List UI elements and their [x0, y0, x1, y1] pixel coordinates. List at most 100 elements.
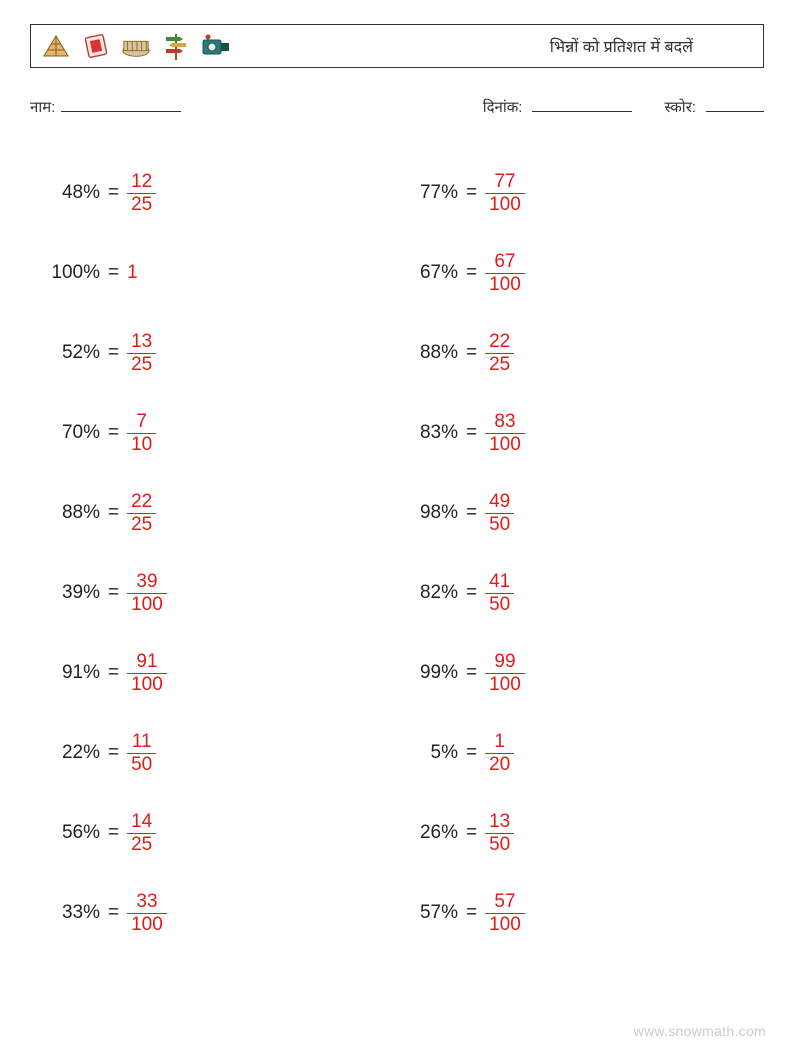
equals-sign: = [108, 262, 119, 284]
percent-value: 26% [406, 822, 458, 844]
percent-value: 56% [48, 822, 100, 844]
fraction-answer: 67100 [485, 252, 525, 295]
denominator: 25 [127, 193, 156, 215]
problem-row: 77%=77100 [406, 153, 764, 233]
percent-value: 99% [406, 662, 458, 684]
worksheet-title: भिन्नों को प्रतिशत में बदलें [550, 35, 753, 57]
numerator: 13 [127, 332, 156, 353]
fraction-answer: 1350 [485, 812, 514, 855]
denominator: 100 [485, 913, 525, 935]
equals-sign: = [466, 902, 477, 924]
equals-sign: = [466, 822, 477, 844]
fraction-answer: 1425 [127, 812, 156, 855]
equals-sign: = [108, 822, 119, 844]
fraction-answer: 91100 [127, 652, 167, 695]
camera-icon [201, 31, 231, 61]
numerator: 22 [485, 332, 514, 353]
problem-row: 82%=4150 [406, 553, 764, 633]
percent-value: 98% [406, 502, 458, 524]
equals-sign: = [108, 182, 119, 204]
percent-value: 67% [406, 262, 458, 284]
problem-row: 98%=4950 [406, 473, 764, 553]
problem-row: 99% = 99100 [406, 633, 764, 713]
equals-sign: = [466, 662, 477, 684]
fraction-answer: 57100 [485, 892, 525, 935]
fraction-answer: 4150 [485, 572, 514, 615]
name-blank[interactable] [61, 96, 181, 112]
equals-sign: = [108, 582, 119, 604]
fraction-answer: 1225 [127, 172, 156, 215]
fraction-answer: 2225 [485, 332, 514, 375]
numerator: 7 [132, 412, 151, 433]
problem-row: 5% = 120 [406, 713, 764, 793]
denominator: 25 [127, 833, 156, 855]
numerator: 33 [132, 892, 161, 913]
problem-row: 67% = 67100 [406, 233, 764, 313]
percent-value: 70% [48, 422, 100, 444]
equals-sign: = [108, 422, 119, 444]
percent-value: 52% [48, 342, 100, 364]
equals-sign: = [108, 342, 119, 364]
problem-row: 83%=83100 [406, 393, 764, 473]
percent-value: 88% [48, 502, 100, 524]
pyramid-icon [41, 31, 71, 61]
denominator: 100 [485, 273, 525, 295]
problem-row: 100%=1 [48, 233, 406, 313]
equals-sign: = [466, 182, 477, 204]
problem-row: 57%=57100 [406, 873, 764, 953]
fraction-answer: 1150 [127, 732, 156, 775]
fraction-answer: 39100 [127, 572, 167, 615]
percent-value: 100% [48, 262, 100, 284]
date-label: दिनांक: [483, 97, 523, 117]
numerator: 39 [132, 572, 161, 593]
numerator: 1 [490, 732, 509, 753]
equals-sign: = [466, 582, 477, 604]
equals-sign: = [466, 262, 477, 284]
equals-sign: = [466, 742, 477, 764]
equals-sign: = [108, 742, 119, 764]
fraction-answer: 99100 [485, 652, 525, 695]
denominator: 50 [127, 753, 156, 775]
problem-row: 52% = 1325 [48, 313, 406, 393]
score-label: स्कोर: [664, 97, 696, 117]
fraction-answer: 120 [485, 732, 514, 775]
equals-sign: = [108, 662, 119, 684]
name-label: नाम: [30, 97, 55, 117]
numerator: 49 [485, 492, 514, 513]
numerator: 83 [490, 412, 519, 433]
denominator: 100 [485, 673, 525, 695]
date-blank[interactable] [532, 96, 632, 112]
percent-value: 5% [406, 742, 458, 764]
percent-value: 33% [48, 902, 100, 924]
equals-sign: = [466, 502, 477, 524]
numerator: 14 [127, 812, 156, 833]
numerator: 77 [490, 172, 519, 193]
problem-row: 22% = 1150 [48, 713, 406, 793]
numerator: 57 [490, 892, 519, 913]
fraction-answer: 1325 [127, 332, 156, 375]
watermark: www.snowmath.com [634, 1023, 766, 1039]
fraction-answer: 2225 [127, 492, 156, 535]
problem-row: 70% = 710 [48, 393, 406, 473]
fraction-answer: 77100 [485, 172, 525, 215]
numerator: 12 [127, 172, 156, 193]
worksheet-header: भिन्नों को प्रतिशत में बदलें [30, 24, 764, 68]
percent-value: 91% [48, 662, 100, 684]
denominator: 25 [485, 353, 514, 375]
fraction-answer: 710 [127, 412, 156, 455]
problem-row: 48%=1225 [48, 153, 406, 233]
problem-row: 39%=39100 [48, 553, 406, 633]
percent-value: 22% [48, 742, 100, 764]
numerator: 13 [485, 812, 514, 833]
denominator: 100 [485, 193, 525, 215]
colosseum-icon [121, 31, 151, 61]
numerator: 11 [128, 732, 156, 753]
denominator: 100 [127, 913, 167, 935]
numerator: 99 [490, 652, 519, 673]
score-blank[interactable] [706, 96, 764, 112]
problem-row: 26% = 1350 [406, 793, 764, 873]
denominator: 50 [485, 593, 514, 615]
problem-row: 91% = 91100 [48, 633, 406, 713]
problem-row: 88%=2225 [48, 473, 406, 553]
numerator: 22 [127, 492, 156, 513]
